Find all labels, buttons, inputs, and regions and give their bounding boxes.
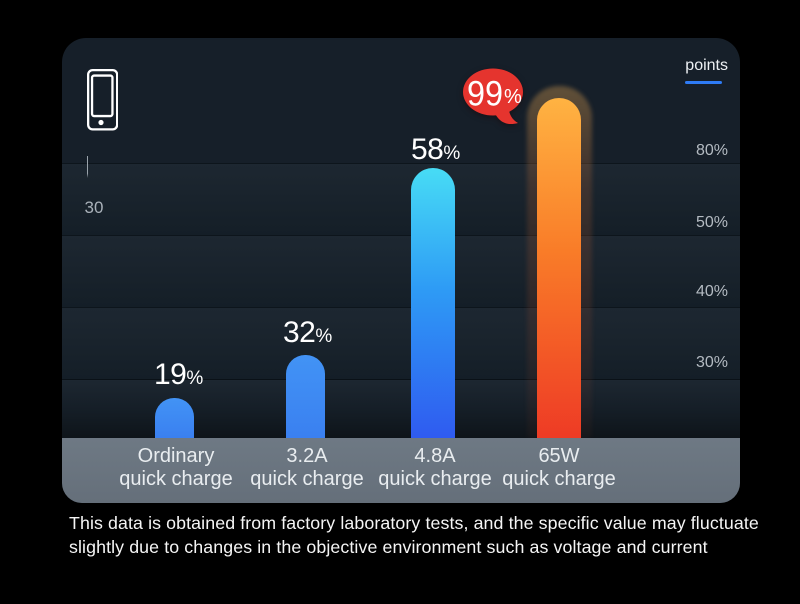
svg-text:%: % <box>504 86 522 108</box>
svg-text:99: 99 <box>467 74 503 114</box>
